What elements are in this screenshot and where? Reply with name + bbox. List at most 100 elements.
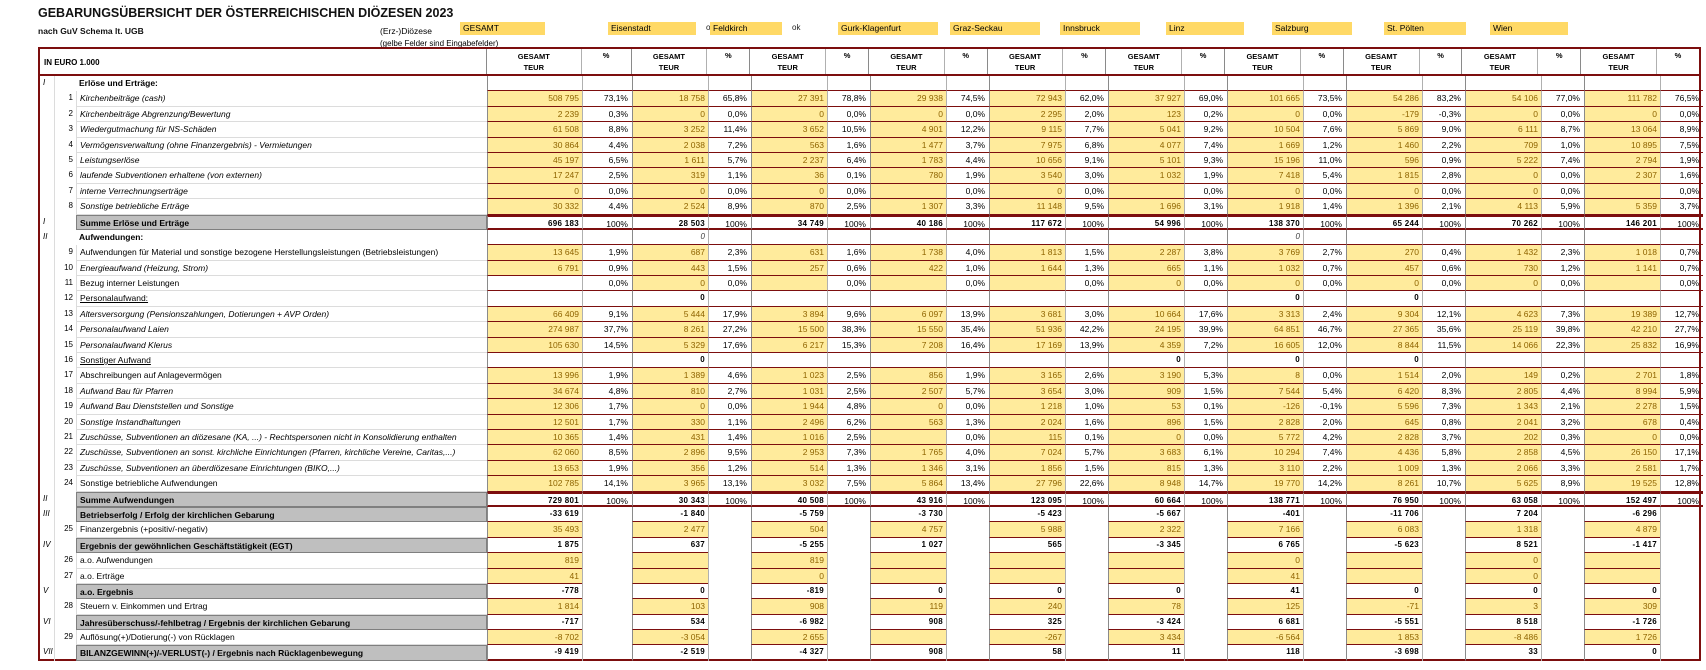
input-value-cell[interactable]: 3 683 bbox=[1108, 445, 1184, 461]
input-value-cell[interactable]: -3 054 bbox=[632, 630, 708, 646]
input-value-cell[interactable]: 687 bbox=[632, 245, 708, 261]
input-value-cell[interactable]: 2 496 bbox=[751, 414, 827, 430]
input-value-cell[interactable]: 1 918 bbox=[1227, 199, 1303, 215]
input-value-cell[interactable]: 819 bbox=[487, 553, 582, 569]
input-value-cell[interactable]: 2 858 bbox=[1465, 445, 1541, 461]
input-value-cell[interactable]: 30 332 bbox=[487, 199, 582, 215]
input-value-cell[interactable]: 1 396 bbox=[1346, 199, 1422, 215]
input-value-cell[interactable]: 3 032 bbox=[751, 476, 827, 492]
input-value-cell[interactable]: 3 894 bbox=[751, 306, 827, 323]
input-value-cell[interactable]: 1 477 bbox=[870, 137, 946, 153]
input-value-cell[interactable]: -179 bbox=[1346, 106, 1422, 123]
input-value-cell[interactable]: 2 066 bbox=[1465, 460, 1541, 477]
input-value-cell[interactable]: 13 996 bbox=[487, 368, 582, 384]
input-value-cell[interactable]: 7 166 bbox=[1227, 522, 1303, 538]
input-value-cell[interactable]: 4 077 bbox=[1108, 137, 1184, 153]
input-value-cell[interactable]: 0 bbox=[751, 106, 827, 123]
input-value-cell[interactable] bbox=[751, 276, 827, 292]
input-value-cell[interactable]: 3 165 bbox=[989, 368, 1065, 384]
input-value-cell[interactable]: 10 504 bbox=[1227, 122, 1303, 138]
input-value-cell[interactable]: 309 bbox=[1584, 599, 1660, 615]
input-value-cell[interactable] bbox=[1108, 553, 1184, 569]
input-value-cell[interactable]: 13 645 bbox=[487, 245, 582, 261]
input-value-cell[interactable]: 8 261 bbox=[632, 322, 708, 338]
input-value-cell[interactable]: 0 bbox=[1584, 106, 1660, 123]
input-value-cell[interactable] bbox=[870, 568, 946, 584]
input-value-cell[interactable]: 1 141 bbox=[1584, 260, 1660, 277]
input-value-cell[interactable]: 42 210 bbox=[1584, 322, 1660, 338]
input-value-cell[interactable]: 1 009 bbox=[1346, 460, 1422, 477]
input-value-cell[interactable]: 257 bbox=[751, 260, 827, 277]
input-value-cell[interactable]: 0 bbox=[1227, 106, 1303, 123]
input-value-cell[interactable]: 78 bbox=[1108, 599, 1184, 615]
input-value-cell[interactable]: 3 769 bbox=[1227, 245, 1303, 261]
input-value-cell[interactable]: 2 507 bbox=[870, 383, 946, 400]
input-value-cell[interactable]: 10 294 bbox=[1227, 445, 1303, 461]
input-value-cell[interactable]: 41 bbox=[487, 568, 582, 584]
input-value-cell[interactable]: 10 664 bbox=[1108, 306, 1184, 323]
input-value-cell[interactable]: 2 322 bbox=[1108, 522, 1184, 538]
input-value-cell[interactable]: 6 217 bbox=[751, 337, 827, 354]
input-value-cell[interactable]: 9 304 bbox=[1346, 306, 1422, 323]
input-value-cell[interactable]: 0 bbox=[1584, 429, 1660, 446]
input-value-cell[interactable]: 54 106 bbox=[1465, 91, 1541, 107]
input-value-cell[interactable]: 5 625 bbox=[1465, 476, 1541, 492]
input-value-cell[interactable]: 2 805 bbox=[1465, 383, 1541, 400]
input-value-cell[interactable]: 8 261 bbox=[1346, 476, 1422, 492]
input-value-cell[interactable]: 15 196 bbox=[1227, 152, 1303, 169]
input-value-cell[interactable]: 29 938 bbox=[870, 91, 946, 107]
input-value-cell[interactable]: 1 765 bbox=[870, 445, 946, 461]
input-value-cell[interactable] bbox=[989, 276, 1065, 292]
input-value-cell[interactable]: 563 bbox=[870, 414, 946, 430]
input-value-cell[interactable]: 17 247 bbox=[487, 168, 582, 184]
input-value-cell[interactable]: 2 701 bbox=[1584, 368, 1660, 384]
diocese-cell-graz-seckau[interactable]: Graz-Seckau bbox=[950, 22, 1040, 35]
input-value-cell[interactable]: 1 783 bbox=[870, 152, 946, 169]
input-value-cell[interactable]: 0 bbox=[1108, 429, 1184, 446]
diocese-cell-innsbruck[interactable]: Innsbruck bbox=[1060, 22, 1140, 35]
diocese-cell-linz[interactable]: Linz bbox=[1166, 22, 1244, 35]
input-value-cell[interactable]: 1 514 bbox=[1346, 368, 1422, 384]
input-value-cell[interactable]: 2 828 bbox=[1346, 429, 1422, 446]
input-value-cell[interactable]: 4 113 bbox=[1465, 199, 1541, 215]
input-value-cell[interactable]: 819 bbox=[751, 553, 827, 569]
input-value-cell[interactable]: 51 936 bbox=[989, 322, 1065, 338]
input-value-cell[interactable]: 1 023 bbox=[751, 368, 827, 384]
input-value-cell[interactable]: 2 581 bbox=[1584, 460, 1660, 477]
input-value-cell[interactable]: 5 444 bbox=[632, 306, 708, 323]
input-value-cell[interactable]: 1 318 bbox=[1465, 522, 1541, 538]
input-value-cell[interactable]: 3 110 bbox=[1227, 460, 1303, 477]
input-value-cell[interactable]: 45 197 bbox=[487, 152, 582, 169]
input-value-cell[interactable]: 30 864 bbox=[487, 137, 582, 153]
input-value-cell[interactable]: 274 987 bbox=[487, 322, 582, 338]
input-value-cell[interactable]: 1 696 bbox=[1108, 199, 1184, 215]
diocese-cell-feldkirch[interactable]: Feldkirch bbox=[710, 22, 782, 35]
input-value-cell[interactable] bbox=[632, 568, 708, 584]
input-value-cell[interactable]: 665 bbox=[1108, 260, 1184, 277]
input-value-cell[interactable]: 0 bbox=[870, 106, 946, 123]
input-value-cell[interactable]: 1 669 bbox=[1227, 137, 1303, 153]
input-value-cell[interactable]: 1 644 bbox=[989, 260, 1065, 277]
input-value-cell[interactable]: 14 066 bbox=[1465, 337, 1541, 354]
input-value-cell[interactable]: 0 bbox=[1108, 276, 1184, 292]
input-value-cell[interactable]: 1 032 bbox=[1227, 260, 1303, 277]
input-value-cell[interactable]: 119 bbox=[870, 599, 946, 615]
input-value-cell[interactable]: 896 bbox=[1108, 414, 1184, 430]
input-value-cell[interactable]: 1 032 bbox=[1108, 168, 1184, 184]
input-value-cell[interactable]: 0 bbox=[870, 399, 946, 415]
input-value-cell[interactable]: 1 018 bbox=[1584, 245, 1660, 261]
input-value-cell[interactable]: 103 bbox=[632, 599, 708, 615]
input-value-cell[interactable]: 10 895 bbox=[1584, 137, 1660, 153]
input-value-cell[interactable]: 13 653 bbox=[487, 460, 582, 477]
input-value-cell[interactable]: 149 bbox=[1465, 368, 1541, 384]
input-value-cell[interactable]: 2 307 bbox=[1584, 168, 1660, 184]
input-value-cell[interactable]: 18 758 bbox=[632, 91, 708, 107]
input-value-cell[interactable]: 202 bbox=[1465, 429, 1541, 446]
input-value-cell[interactable]: 1 343 bbox=[1465, 399, 1541, 415]
input-value-cell[interactable]: 0 bbox=[1346, 183, 1422, 200]
input-value-cell[interactable]: -8 702 bbox=[487, 630, 582, 646]
input-value-cell[interactable]: 3 965 bbox=[632, 476, 708, 492]
input-value-cell[interactable]: 2 953 bbox=[751, 445, 827, 461]
input-value-cell[interactable]: 19 770 bbox=[1227, 476, 1303, 492]
input-value-cell[interactable]: 41 bbox=[1227, 568, 1303, 584]
